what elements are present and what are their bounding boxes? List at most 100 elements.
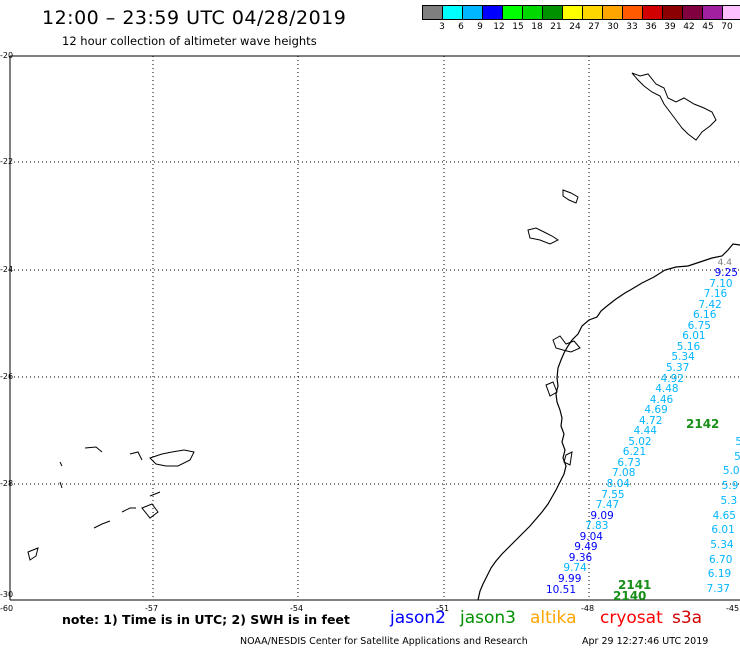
track-value: 9.36 xyxy=(568,551,593,564)
track-value: 6.73 xyxy=(617,456,641,469)
lat-label: -26 xyxy=(0,372,14,381)
river xyxy=(141,503,159,519)
track-value: 5 xyxy=(734,450,740,463)
lat-label: -24 xyxy=(0,265,14,274)
scale-cell xyxy=(722,5,740,20)
generation-timestamp: Apr 29 12:27:46 UTC 2019 xyxy=(582,636,709,647)
track-value: 9.09 xyxy=(590,509,614,522)
legend-altika: altika xyxy=(530,608,577,628)
lake xyxy=(545,381,558,397)
grid xyxy=(10,56,740,600)
lon-label: -57 xyxy=(145,604,159,613)
track-value: 6.75 xyxy=(687,319,711,332)
lake xyxy=(563,451,573,466)
track-value: 5.0 xyxy=(722,465,740,478)
lake xyxy=(552,335,581,353)
track-value: 5.3 xyxy=(720,494,738,507)
track-value: 9.99 xyxy=(558,572,582,585)
scale-label: 24 xyxy=(569,22,581,32)
scale-label: 27 xyxy=(588,22,600,32)
track-value: 7.10 xyxy=(709,277,733,290)
scale-label: 9 xyxy=(477,22,483,32)
track-value: 7.37 xyxy=(706,583,730,595)
track-value: 10.51 xyxy=(545,583,576,596)
lon-label: -51 xyxy=(436,604,450,613)
river xyxy=(93,520,111,529)
track-value: 5.16 xyxy=(676,340,701,353)
track-value: 8.04 xyxy=(606,478,630,490)
track-value: 5.37 xyxy=(666,361,690,374)
scale-label: 33 xyxy=(626,22,638,32)
track-value: 9.74 xyxy=(563,562,587,575)
scale-label: 3 xyxy=(439,22,445,32)
scale-label: 42 xyxy=(683,22,695,32)
track-value: 9.49 xyxy=(574,541,598,554)
track-value: 9.25 xyxy=(714,267,738,279)
track-value: 4.44 xyxy=(633,425,657,438)
reservoir xyxy=(527,227,559,245)
lat-label: -30 xyxy=(0,590,14,599)
river xyxy=(149,449,195,467)
track-value: 7.47 xyxy=(595,499,620,512)
track-value: 6.01 xyxy=(682,330,706,343)
track-value: 4.92 xyxy=(660,372,684,385)
track-value: 6.19 xyxy=(707,568,732,581)
scale-label: 6 xyxy=(458,22,464,32)
river xyxy=(59,461,63,467)
legend-jason3: jason3 xyxy=(460,608,516,628)
legend-s3a: s3a xyxy=(672,608,703,628)
track-value: 9.04 xyxy=(579,530,603,543)
track-value: 7.42 xyxy=(698,298,722,311)
river xyxy=(129,451,143,461)
scale-label: 36 xyxy=(645,22,657,32)
lat-label: -22 xyxy=(0,157,14,166)
orbit-label: 2142 xyxy=(686,417,720,431)
track-value: 4.46 xyxy=(649,393,674,406)
scale-label: 70 xyxy=(721,22,733,32)
track-value: 7.83 xyxy=(585,520,609,533)
scale-label: 12 xyxy=(493,22,505,32)
reservoir xyxy=(562,189,579,204)
footer-note: note: 1) Time is in UTC; 2) SWH is in fe… xyxy=(62,612,350,627)
coastline xyxy=(477,243,740,601)
orbit-label: 2141 xyxy=(618,578,652,592)
track-value: 5.34 xyxy=(710,538,734,551)
track-value: 4.69 xyxy=(644,404,668,417)
scale-label: 39 xyxy=(664,22,676,32)
track-value: 6.70 xyxy=(709,553,733,566)
track-value: 7.55 xyxy=(601,488,625,501)
color-scale xyxy=(422,5,740,20)
river xyxy=(59,481,63,489)
lon-label: -60 xyxy=(0,604,14,613)
river xyxy=(149,491,161,497)
track-value: 4.48 xyxy=(655,383,679,396)
track-value: 4.65 xyxy=(712,509,736,522)
lat-label: -28 xyxy=(0,479,14,488)
scale-label: 18 xyxy=(531,22,543,32)
legend-cryosat: cryosat xyxy=(600,608,663,628)
lon-label: -45 xyxy=(726,604,740,613)
track-value: 5.34 xyxy=(671,351,695,364)
track-value: 5.9 xyxy=(721,480,739,493)
track-value: 6.21 xyxy=(622,446,647,459)
river xyxy=(27,547,39,561)
orbit-label: 2140 xyxy=(613,589,647,603)
lon-label: -54 xyxy=(290,604,304,613)
scale-label: 21 xyxy=(550,22,562,32)
scale-label: 15 xyxy=(512,22,524,32)
track-value: 7.08 xyxy=(612,467,636,480)
lat-label: -20 xyxy=(0,51,14,60)
track-value: 4.72 xyxy=(639,414,663,427)
track-value: 6.01 xyxy=(711,524,735,537)
track-value: 4.4 xyxy=(717,258,732,268)
legend-jason2: jason2 xyxy=(390,608,446,628)
scale-label: 30 xyxy=(607,22,619,32)
track-value: 6.16 xyxy=(693,309,717,322)
track-value: 5 xyxy=(735,436,740,448)
map-title: 12:00 – 23:59 UTC 04/28/2019 xyxy=(42,7,347,29)
credit-text: NOAA/NESDIS Center for Satellite Applica… xyxy=(240,636,528,647)
track-value: 7.16 xyxy=(703,288,728,301)
river xyxy=(84,446,103,453)
